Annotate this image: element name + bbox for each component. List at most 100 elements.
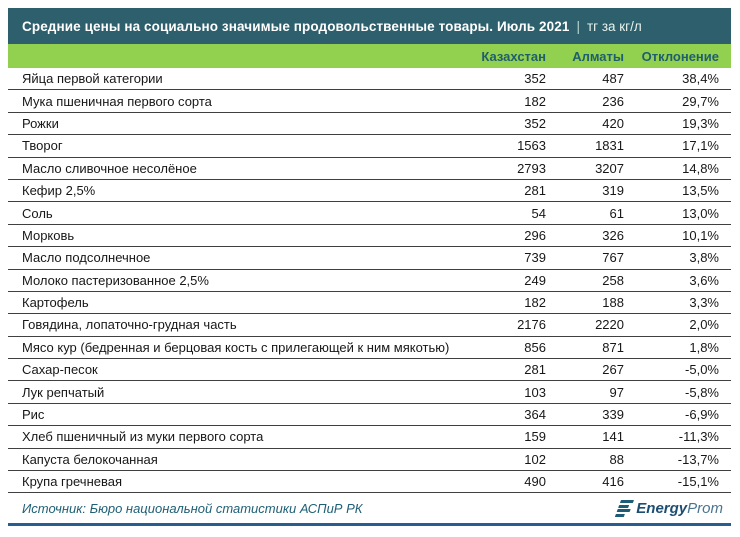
logo-text-prom: Prom [687,499,723,517]
title-unit: тг за кг/л [586,18,642,34]
table-row: Творог 1563 1831 17,1% [8,135,731,158]
product-name: Рис [22,407,45,423]
table-row: Соль 54 61 13,0% [8,202,731,225]
source-note: Источник: Бюро национальной статистики А… [22,500,363,516]
energyprom-logo-icon [615,500,635,517]
price-kazakhstan: 102 [524,451,546,467]
price-kazakhstan: 103 [524,384,546,400]
deviation-value: -5,8% [685,384,719,400]
product-name: Творог [22,138,63,154]
deviation-value: 13,5% [682,183,719,199]
title-divider: | [576,18,580,34]
price-almaty: 339 [602,407,624,423]
table-row: Сахар-песок 281 267 -5,0% [8,359,731,382]
price-almaty: 319 [602,183,624,199]
price-kazakhstan: 856 [524,339,546,355]
price-almaty: 767 [602,250,624,266]
price-kazakhstan: 352 [524,115,546,131]
deviation-value: 10,1% [682,227,719,243]
price-kazakhstan: 2176 [517,317,546,333]
product-name: Картофель [22,295,89,311]
price-almaty: 97 [609,384,624,400]
deviation-value: -13,7% [677,451,719,467]
table-row: Молоко пастеризованное 2,5% 249 258 3,6% [8,270,731,292]
product-name: Говядина, лопаточно-грудная часть [22,317,237,333]
table-row: Морковь 296 326 10,1% [8,225,731,248]
deviation-value: 3,6% [689,272,719,288]
col-header-almaty: Алматы [572,48,624,64]
table-row: Лук репчатый 103 97 -5,8% [8,381,731,404]
product-name: Лук репчатый [22,384,105,400]
price-almaty: 236 [602,93,624,109]
price-kazakhstan: 364 [524,407,546,423]
price-almaty: 258 [602,272,624,288]
deviation-value: -6,9% [685,407,719,423]
table-row: Масло подсолнечное 739 767 3,8% [8,247,731,270]
product-name: Рожки [22,115,59,131]
deviation-value: -11,3% [678,429,719,445]
price-almaty: 871 [602,339,624,355]
bottom-accent-line [8,523,731,527]
product-name: Кефир 2,5% [22,183,96,199]
deviation-value: 13,0% [682,205,719,221]
col-header-kazakhstan: Казахстан [481,48,546,64]
price-kazakhstan: 2793 [517,160,546,176]
table-row: Говядина, лопаточно-грудная часть 2176 2… [8,314,731,337]
table-row: Хлеб пшеничный из муки первого сорта 159… [8,426,731,449]
deviation-value: -5,0% [685,362,719,378]
deviation-value: -15,1% [677,474,719,490]
product-name: Мука пшеничная первого сорта [22,93,212,109]
product-name: Сахар-песок [22,362,98,378]
price-kazakhstan: 281 [524,362,546,378]
col-header-deviation: Отклонение [641,48,719,64]
energyprom-logo: Energy Prom [615,499,723,517]
price-kazakhstan: 182 [524,93,546,109]
table-row: Кефир 2,5% 281 319 13,5% [8,180,731,203]
page-title: Средние цены на социально значимые продо… [22,18,570,34]
price-almaty: 88 [609,451,624,467]
price-almaty: 326 [602,227,624,243]
table-body: Яйца первой категории 352 487 38,4% Мука… [8,68,731,494]
deviation-value: 38,4% [682,71,719,87]
price-almaty: 416 [602,474,624,490]
table-row: Крупа гречневая 490 416 -15,1% [8,471,731,494]
price-kazakhstan: 281 [524,183,546,199]
deviation-value: 14,8% [682,160,719,176]
price-almaty: 487 [602,71,624,87]
table-row: Мясо кур (бедренная и берцовая кость с п… [8,337,731,360]
price-almaty: 61 [609,205,624,221]
price-kazakhstan: 249 [524,272,546,288]
product-name: Масло подсолнечное [22,250,151,266]
price-kazakhstan: 296 [524,227,546,243]
product-name: Хлеб пшеничный из муки первого сорта [22,429,264,445]
footer: Источник: Бюро национальной статистики А… [8,493,731,523]
price-kazakhstan: 159 [524,429,546,445]
product-name: Капуста белокочанная [22,451,158,467]
deviation-value: 17,1% [682,138,719,154]
logo-text-energy: Energy [636,499,688,517]
price-kazakhstan: 54 [531,205,546,221]
table-row: Масло сливочное несолёное 2793 3207 14,8… [8,158,731,180]
table-row: Картофель 182 188 3,3% [8,292,731,315]
price-almaty: 267 [602,362,624,378]
title-bar: Средние цены на социально значимые продо… [8,8,731,44]
product-name: Соль [22,205,53,221]
deviation-value: 3,3% [689,295,719,311]
deviation-value: 19,3% [682,115,719,131]
table-row: Яйца первой категории 352 487 38,4% [8,68,731,91]
price-almaty: 188 [602,295,624,311]
table-row: Рожки 352 420 19,3% [8,113,731,136]
price-almaty: 420 [602,115,624,131]
table-row: Мука пшеничная первого сорта 182 236 29,… [8,90,731,113]
product-name: Крупа гречневая [22,474,123,490]
price-almaty: 3207 [595,160,624,176]
product-name: Мясо кур (бедренная и берцовая кость с п… [22,339,450,355]
price-kazakhstan: 739 [524,250,546,266]
product-name: Масло сливочное несолёное [22,160,197,176]
product-name: Морковь [22,227,75,243]
price-kazakhstan: 352 [524,71,546,87]
table-row: Капуста белокочанная 102 88 -13,7% [8,449,731,472]
table-row: Рис 364 339 -6,9% [8,404,731,427]
deviation-value: 2,0% [689,317,719,333]
